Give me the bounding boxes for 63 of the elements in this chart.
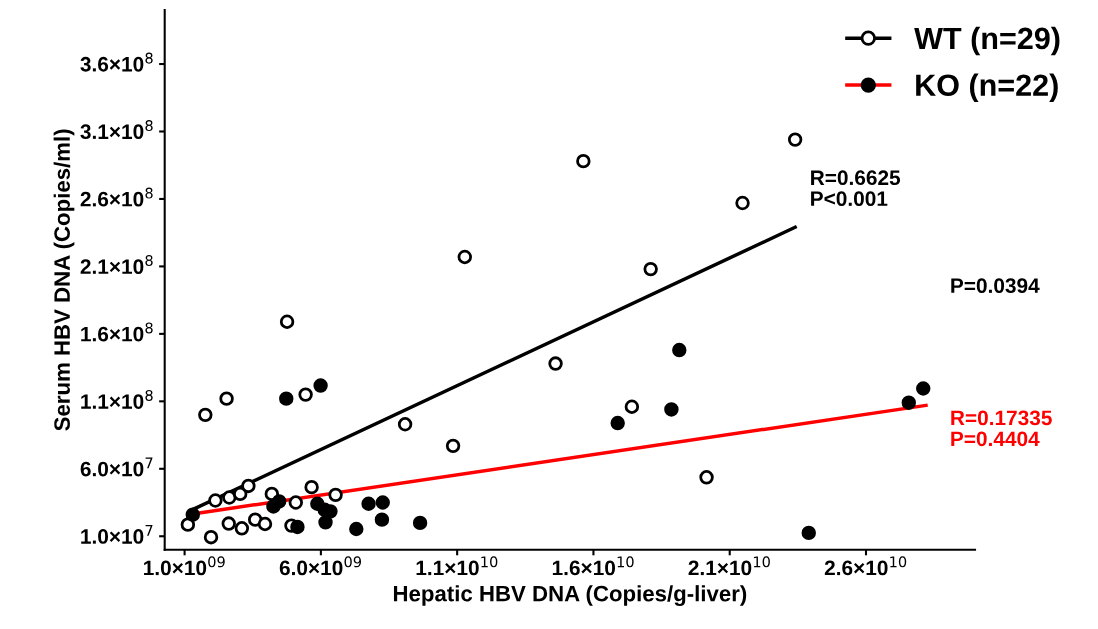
point (203, 530, 219, 545)
point (672, 342, 687, 358)
point (361, 496, 376, 511)
x-tick-label: 1.0×10$^{09}$ (144, 556, 225, 576)
point (221, 516, 236, 531)
point (412, 515, 428, 531)
y-tick-label: 1.0×10$^{7}$ (81, 525, 153, 544)
point (241, 478, 256, 494)
point (735, 195, 750, 211)
legend-label: WT (n=29) (914, 26, 1060, 56)
point (916, 381, 931, 396)
x-tick-label: 1.6×10$^{10}$ (552, 556, 634, 576)
point (271, 494, 287, 509)
point (445, 438, 461, 454)
annotation: P=0.0394 (951, 278, 1040, 294)
point (313, 378, 328, 393)
point (576, 153, 591, 169)
point (198, 407, 213, 423)
point (304, 479, 319, 495)
point (548, 356, 563, 371)
point (624, 399, 640, 414)
annotation: R=0.6625 P<0.001 (811, 170, 901, 207)
point (699, 470, 714, 485)
point (610, 415, 625, 431)
y-tick-label: 3.6×10$^{8}$ (80, 52, 153, 72)
point (328, 487, 343, 503)
x-axis-title: Hepatic HBV DNA (Copies/g-liver) (393, 585, 747, 606)
point (901, 395, 916, 410)
y-axis-title: Serum HBV DNA (Copies/ml) (53, 129, 75, 431)
point (219, 391, 234, 406)
x-tick-label: 1.1×10$^{10}$ (416, 556, 498, 576)
point (787, 132, 803, 147)
point (185, 507, 200, 522)
y-tick-label: 1.6×10$^{8}$ (81, 322, 153, 342)
point (349, 521, 364, 537)
point (208, 493, 223, 508)
point (664, 402, 679, 417)
point (279, 314, 295, 329)
y-tick-label: 2.1×10$^{8}$ (80, 255, 153, 275)
legend-label: KO (n=22) (916, 73, 1058, 103)
point (298, 387, 313, 402)
point (374, 512, 390, 527)
point (279, 391, 294, 406)
x-tick-label: 2.1×10$^{10}$ (688, 556, 770, 576)
y-tick-label: 2.6×10$^{8}$ (80, 187, 153, 207)
point (222, 490, 237, 505)
point (457, 249, 472, 265)
point (375, 495, 390, 510)
point (180, 517, 196, 532)
point (397, 417, 413, 432)
point (234, 521, 250, 536)
annotation: R=0.17335 P=0.4404 (951, 410, 1052, 447)
y-tick-label: 1.1×10$^{8}$ (81, 389, 153, 409)
y-tick-label: 3.1×10$^{8}$ (80, 120, 153, 140)
y-tick-label: 6.0×10$^{7}$ (80, 457, 153, 477)
point (288, 495, 303, 510)
x-tick-label: 2.6×10$^{10}$ (824, 556, 907, 576)
point (801, 525, 816, 541)
point (318, 515, 333, 530)
point (290, 519, 305, 535)
point (257, 516, 273, 532)
point (643, 261, 658, 277)
x-tick-label: 6.0×10$^{09}$ (279, 556, 362, 576)
